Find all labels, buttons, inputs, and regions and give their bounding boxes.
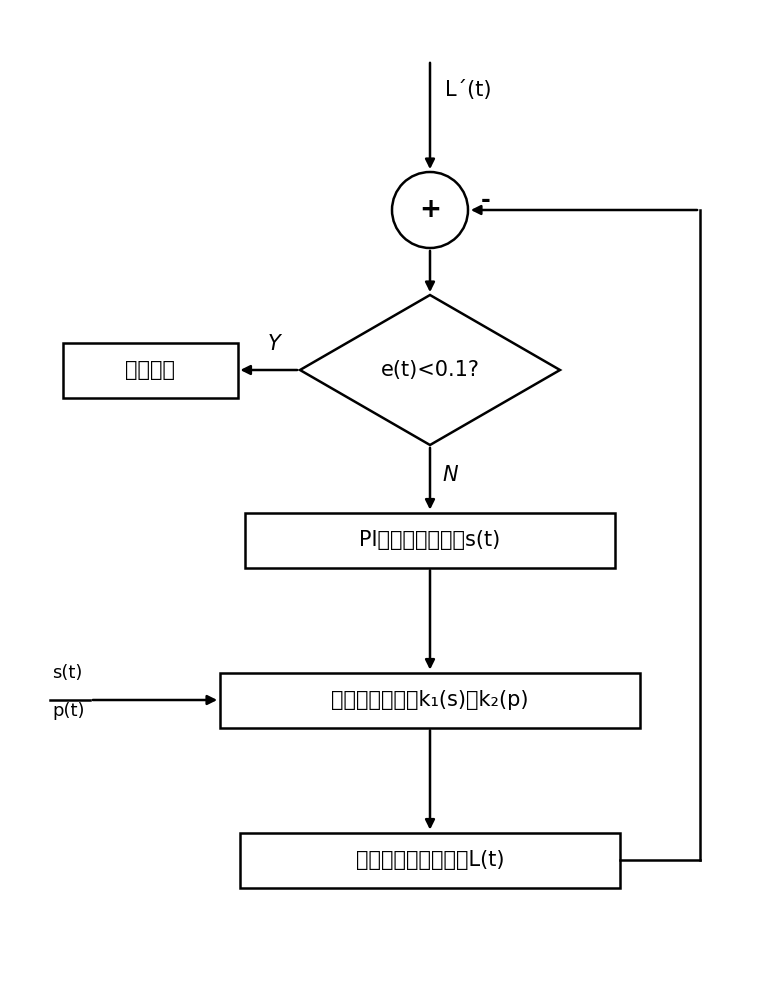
Text: p(t): p(t) bbox=[52, 702, 84, 720]
Bar bbox=[245, 512, 615, 568]
Text: s(t): s(t) bbox=[52, 664, 82, 682]
Text: PI调节器调节泵速s(t): PI调节器调节泵速s(t) bbox=[360, 530, 501, 550]
Text: e(t)<0.1?: e(t)<0.1? bbox=[381, 360, 480, 380]
Text: L´(t): L´(t) bbox=[445, 80, 491, 100]
Bar bbox=[220, 672, 640, 728]
Text: 计算蔹动泵输出流量L(t): 计算蔹动泵输出流量L(t) bbox=[356, 850, 505, 870]
Text: +: + bbox=[419, 197, 441, 223]
Bar bbox=[63, 342, 237, 397]
Text: 输出泵速: 输出泵速 bbox=[125, 360, 175, 380]
Text: -: - bbox=[481, 188, 491, 212]
Text: N: N bbox=[442, 465, 457, 485]
Bar bbox=[240, 832, 620, 888]
Text: 模糊控制器查找k₁(s)和k₂(p): 模糊控制器查找k₁(s)和k₂(p) bbox=[331, 690, 529, 710]
Text: Y: Y bbox=[267, 334, 280, 354]
